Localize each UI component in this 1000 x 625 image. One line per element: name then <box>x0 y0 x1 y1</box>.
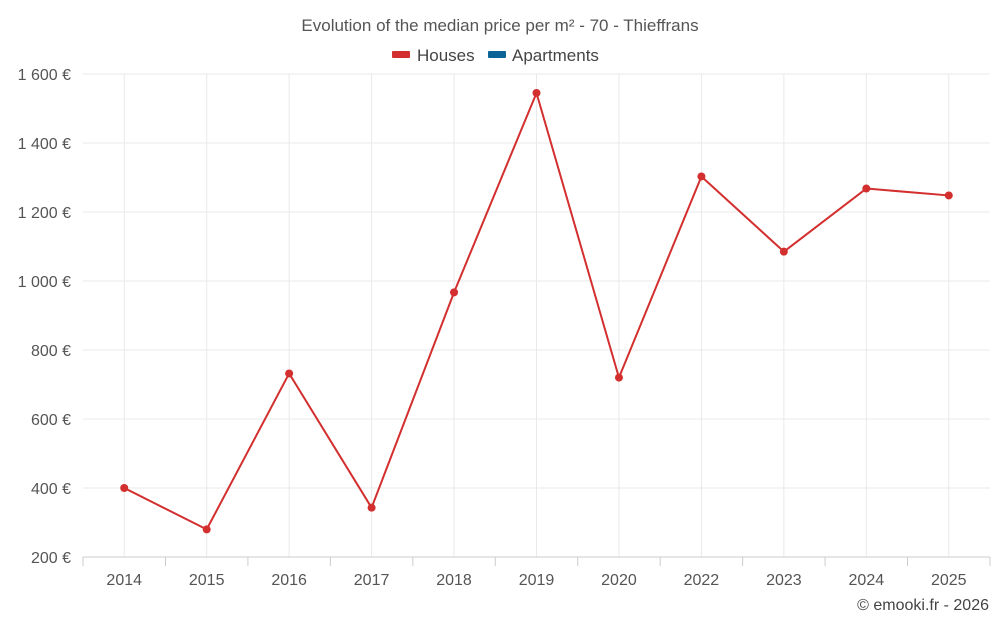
y-tick-label: 1 400 € <box>18 136 71 153</box>
y-tick-label: 800 € <box>31 343 71 360</box>
houses-point[interactable] <box>120 484 129 492</box>
grid <box>83 73 990 558</box>
legend-label-apartments: Apartments <box>512 46 599 65</box>
houses-point[interactable] <box>367 503 376 512</box>
houses-point[interactable] <box>532 88 541 97</box>
houses-point[interactable] <box>450 288 459 297</box>
houses-point[interactable] <box>614 373 623 382</box>
y-axis: 200 € 400 € 600 € 800 € 1 000 € 1 200 € 1 400 … <box>18 67 71 567</box>
x-tick-label: 2020 <box>601 572 637 589</box>
houses-point[interactable] <box>285 369 294 378</box>
y-tick-label: 1 000 € <box>18 274 71 291</box>
x-axis: 2014 2015 2016 2017 2018 2019 2020 2022 2023 2024… <box>82 556 991 589</box>
y-tick-label: 600 € <box>31 412 71 429</box>
y-tick-label: 1 200 € <box>18 205 71 222</box>
x-tick-label: 2015 <box>189 572 225 589</box>
x-tick-label: 2016 <box>271 572 307 589</box>
chart-title: Evolution of the median price per m² - 7… <box>301 16 698 35</box>
legend-item-apartments[interactable]: Apartments <box>488 46 599 65</box>
series-houses <box>120 88 953 534</box>
houses-point[interactable] <box>697 172 706 181</box>
x-tick-label: 2025 <box>931 572 967 589</box>
x-tick-label: 2019 <box>519 572 555 589</box>
houses-point[interactable] <box>202 525 211 534</box>
houses-point[interactable] <box>862 184 871 193</box>
x-tick-label: 2018 <box>436 572 472 589</box>
houses-point[interactable] <box>779 247 788 256</box>
legend-item-houses[interactable]: Houses <box>392 46 475 65</box>
y-tick-label: 400 € <box>31 481 71 498</box>
credit: © emooki.fr - 2026 <box>857 597 989 614</box>
y-tick-label: 1 600 € <box>18 67 71 84</box>
y-tick-label: 200 € <box>31 550 71 567</box>
legend: Houses Apartments <box>392 46 599 65</box>
x-tick-label: 2023 <box>766 572 802 589</box>
x-tick-label: 2024 <box>849 572 885 589</box>
x-tick-label: 2014 <box>106 572 142 589</box>
x-tick-label: 2017 <box>354 572 390 589</box>
houses-point[interactable] <box>944 191 953 200</box>
legend-swatch-houses <box>392 51 410 58</box>
legend-swatch-apartments <box>488 51 506 58</box>
legend-label-houses: Houses <box>417 46 475 65</box>
x-tick-label: 2022 <box>684 572 720 589</box>
